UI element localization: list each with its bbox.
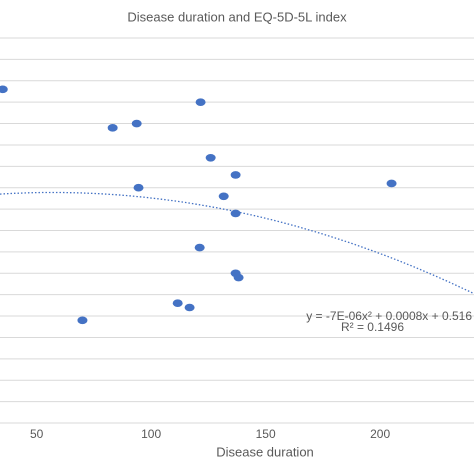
x-tick-label: 50 <box>30 427 44 441</box>
point <box>172 299 183 308</box>
point <box>233 273 244 282</box>
r-squared: R² = 0.1496 <box>341 320 404 334</box>
x-tick-label: 200 <box>370 427 390 441</box>
point <box>133 183 144 192</box>
point <box>77 316 88 325</box>
point <box>184 303 195 312</box>
chart-title: Disease duration and EQ-5D-5L index <box>127 9 347 24</box>
point <box>107 124 118 132</box>
point <box>230 171 241 179</box>
point <box>131 119 142 128</box>
x-tick-label: 100 <box>141 427 161 441</box>
point <box>205 153 216 162</box>
point <box>386 179 397 188</box>
point <box>218 192 229 201</box>
x-axis-title: Disease duration <box>216 444 314 459</box>
trendline-equation: y = -7E-06x² + 0.0008x + 0.516 <box>306 309 472 323</box>
point <box>195 98 206 106</box>
point <box>0 85 8 94</box>
point <box>194 243 205 252</box>
point <box>230 209 241 218</box>
x-tick-label: 150 <box>256 427 276 441</box>
